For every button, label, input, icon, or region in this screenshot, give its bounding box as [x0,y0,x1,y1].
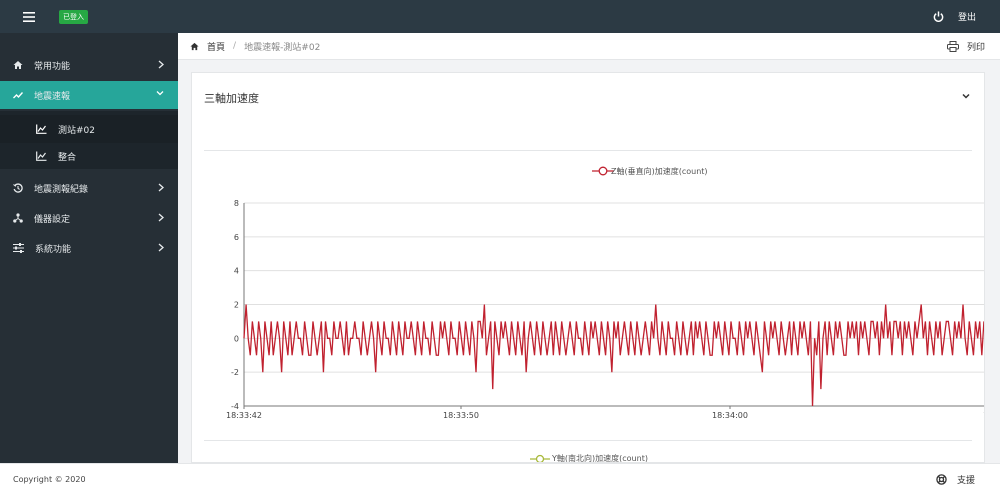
acceleration-card: 三軸加速度 Z軸(垂直向)加速度(count) -4 -2 0 2 4 6 8 18:33:42… [191,72,985,463]
sidebar-item-label: 系統功能 [35,244,72,255]
z-axis-chart: Z軸(垂直向)加速度(count) -4 -2 0 2 4 6 8 18:33:42 18:33:… [226,166,985,420]
history-icon [13,183,23,193]
legend-line-marker-icon [530,454,551,462]
sidebar-item-instruments[interactable]: 儀器設定 [0,204,178,232]
y-tick-label: 6 [234,233,239,242]
sidebar: 常用功能 地震速報 測站#02 整合 地震測報紀錄 儀器設定 系統功能 [0,33,178,463]
logout-button[interactable]: 登出 [933,0,976,33]
home-icon [190,42,199,50]
print-button[interactable]: 列印 [946,33,985,60]
support-label: 支援 [956,476,975,486]
y-tick-label: -4 [231,402,239,411]
y-axis-legend[interactable]: Y軸(南北向)加速度(count) [192,453,984,463]
breadcrumb: 首頁 / 地震速報-測站#02 列印 [178,33,1000,60]
logout-label: 登出 [957,13,976,23]
y-tick-label: 4 [234,267,239,276]
sidebar-item-label: 地震測報紀錄 [34,184,89,195]
legend-label: Z軸(垂直向)加速度(count) [611,166,708,176]
x-tick-label: 18:34:00 [712,411,748,420]
line-chart-icon [36,124,47,134]
menu-toggle-button[interactable] [19,7,39,27]
y-tick-label: 2 [234,301,239,310]
y-tick-label: -2 [231,368,239,377]
card-divider [204,440,972,441]
top-header: 已登入 登出 [0,0,1000,33]
sidebar-item-system[interactable]: 系統功能 [0,234,178,262]
x-tick-label: 18:3 [983,411,985,420]
sidebar-subitem-label: 整合 [58,152,77,163]
trend-icon [13,92,23,99]
breadcrumb-current: 地震速報-測站#02 [244,42,321,53]
sidebar-item-label: 常用功能 [34,61,71,72]
chevron-right-icon [158,213,164,222]
card-title: 三軸加速度 [204,92,259,105]
y-tick-label: 0 [234,334,239,343]
copyright-text: Copyright © 2020 [13,474,86,484]
chevron-right-icon [158,243,164,252]
chevron-right-icon [158,183,164,192]
power-icon [933,11,944,22]
chevron-down-icon[interactable] [962,93,970,99]
x-tick-label: 18:33:42 [226,411,262,420]
series-line-z-axis[interactable] [243,304,985,407]
sidebar-item-records[interactable]: 地震測報紀錄 [0,174,178,202]
sidebar-item-common[interactable]: 常用功能 [0,51,178,79]
footer: Copyright © 2020 支援 [0,463,1000,494]
sidebar-item-label: 儀器設定 [34,214,71,225]
y-tick-label: 8 [234,199,239,208]
breadcrumb-separator: / [233,41,237,51]
legend-label: Y軸(南北向)加速度(count) [552,454,648,463]
hamburger-icon [23,11,35,22]
chevron-down-icon [156,91,164,96]
sidebar-subitem-station02[interactable]: 測站#02 [0,115,178,143]
sidebar-subitem-label: 測站#02 [58,125,95,136]
sliders-icon [13,243,24,253]
line-chart-icon [36,151,47,161]
chevron-right-icon [158,60,164,69]
hub-icon [13,213,23,223]
status-badge: 已登入 [59,9,88,24]
breadcrumb-home-label: 首頁 [207,42,226,53]
printer-icon [946,41,959,52]
x-tick-label: 18:33:50 [443,411,479,420]
legend-marker[interactable] [598,166,608,176]
home-icon [13,61,23,69]
support-button[interactable]: 支援 [936,464,975,494]
breadcrumb-home-link[interactable]: 首頁 [190,40,225,53]
sidebar-item-label: 地震速報 [34,91,71,102]
sidebar-subitem-integration[interactable]: 整合 [0,142,178,170]
sidebar-subnav: 測站#02 整合 [0,111,178,169]
card-divider [204,150,972,151]
lifebuoy-icon [936,474,947,485]
sidebar-item-earthquake[interactable]: 地震速報 [0,81,178,109]
print-label: 列印 [966,43,985,53]
